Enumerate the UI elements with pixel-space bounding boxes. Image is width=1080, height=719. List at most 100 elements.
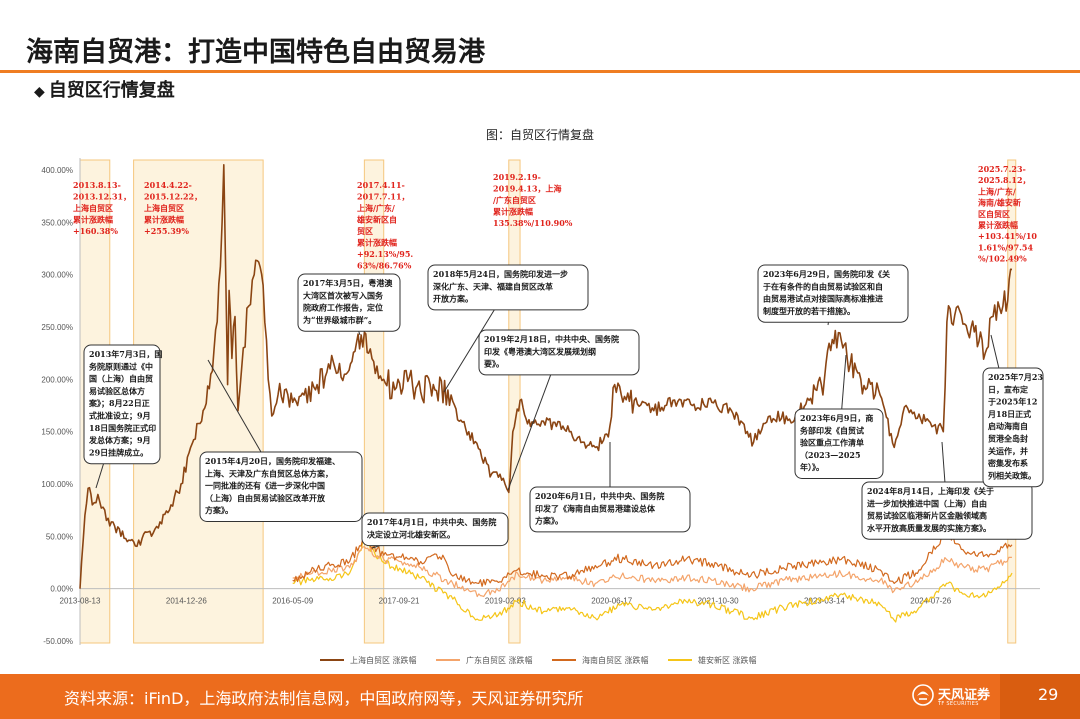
annotation-box <box>83 344 161 465</box>
chart-legend: 上海自贸区 涨跌幅 广东自贸区 涨跌幅 海南自贸区 涨跌幅 雄安新区 涨跌幅 <box>320 655 757 665</box>
y-tick-label: 100.00% <box>41 480 73 489</box>
annotation-text-line: 大湾区首次被写入国务 <box>303 290 384 300</box>
annotation-text-line: 进一步加快推进中国（上海）自由 <box>867 498 987 508</box>
legend-label-guangdong: 广东自贸区 涨跌幅 <box>466 655 533 665</box>
series-line-guangdong <box>292 546 1013 598</box>
period-return-line: 上海/广东/ <box>357 203 395 213</box>
period-return-line: 2019.2.19- <box>493 172 541 182</box>
period-return-line: 2019.4.13，上海 <box>493 184 562 194</box>
period-return-line: 海南/雄安新 <box>978 198 1021 208</box>
chart: -50.00% 0.00% 50.00% 100.00% 150.00% 200.00% 2… <box>41 158 1044 665</box>
annotation-text-line: 上海、天津及广东自贸区总体方案， <box>205 468 333 478</box>
page-number: 29 <box>1038 685 1059 704</box>
annotation-text-line: 于2025年12 <box>988 397 1037 407</box>
annotation-text-line: 一同批准的还有《进一步深化中国 <box>205 481 325 491</box>
y-tick-label: -50.00% <box>43 637 73 646</box>
section-subtitle: ◆ 自贸区行情复盘 <box>34 76 175 102</box>
annotation-box <box>982 367 1044 488</box>
annotation-text-line: 式批准设立；9月 <box>89 411 151 422</box>
period-return-line: 上海自贸区 <box>73 203 113 213</box>
period-return-line: 雄安新区自 <box>356 215 397 225</box>
annotation-box <box>794 408 884 479</box>
title-divider <box>0 70 1080 73</box>
period-return-line: 63%/86.76% <box>357 261 412 271</box>
annotation-text-line: 发总体方案；9月 <box>88 435 151 446</box>
x-tick-label: 2013-08-13 <box>60 597 101 606</box>
annotation-text-line: 18日国务院正式印 <box>89 423 156 433</box>
x-tick-label: 2016-05-09 <box>272 597 313 606</box>
annotation-text-line: 2018年5月24日，国务院印发进一步 <box>433 269 568 279</box>
period-return-line: 上海自贸区 <box>144 203 184 213</box>
y-tick-label: 300.00% <box>41 271 73 280</box>
annotation-text-line: 年）》。 <box>800 462 824 472</box>
legend-label-hainan: 海南自贸区 涨跌幅 <box>582 655 649 665</box>
y-tick-label: 0.00% <box>50 585 73 594</box>
period-return-line: 累计涨跌幅 <box>493 207 533 217</box>
period-return-line: 2025.8.12， <box>978 175 1031 185</box>
footer-bar: 资料来源：iFinD，上海政府法制信息网，中国政府网等，天风证券研究所 天风证券… <box>0 674 1080 719</box>
diamond-bullet-icon: ◆ <box>34 84 45 100</box>
annotation-box <box>529 486 691 533</box>
section-subtitle-text: 自贸区行情复盘 <box>48 80 175 101</box>
annotation-text-line: 务院原则通过《中 <box>89 361 153 371</box>
y-tick-label: 400.00% <box>41 166 73 175</box>
annotation-box <box>361 512 509 547</box>
annotation-text-line: 验区重点工作清单 <box>800 438 864 448</box>
y-tick-label: 150.00% <box>41 428 73 437</box>
annotation-text-line: 29日挂牌成立。 <box>89 447 148 457</box>
period-return-line: 135.38%/110.90% <box>493 218 573 228</box>
annotation-text-line: 启动海南自 <box>988 421 1028 431</box>
annotation-text-line: 2024年8月14日，上海印发《关于 <box>867 486 994 496</box>
x-tick-label: 2020-06-17 <box>591 597 632 606</box>
annotation-text-line: 为“世界级城市群”。 <box>303 315 376 325</box>
period-return-line: 贸区 <box>357 226 373 236</box>
legend-label-shanghai: 上海自贸区 涨跌幅 <box>350 655 417 665</box>
event-annotations: 2013年7月3日，国务院原则通过《中国（上海）自由贸易试验区总体方案》；8月2… <box>83 264 1044 549</box>
period-return-line: 2017.7.11， <box>357 192 410 202</box>
annotation-text-line: 于在有条件的自由贸易试验区和自 <box>763 281 883 291</box>
logo-subtext: TF SECURITIES <box>938 701 979 707</box>
figure-title: 图：自贸区行情复盘 <box>485 128 594 142</box>
annotation-text-line: 日，宣布定 <box>988 384 1028 394</box>
annotation-text-line: 贸港全岛封 <box>988 434 1028 444</box>
annotation-text-line: 水平开放高质量发展的实施方案》。 <box>866 523 991 533</box>
y-tick-label: 200.00% <box>41 375 73 384</box>
period-return-line: 2014.4.22- <box>144 180 192 190</box>
period-return-line: 区自贸区 <box>978 209 1010 219</box>
period-return-line: 1.61%/97.54 <box>978 242 1033 252</box>
period-return-line: 2013.8.13- <box>73 180 121 190</box>
x-tick-label: 2023-03-14 <box>804 597 845 606</box>
y-tick-label: 350.00% <box>41 218 73 227</box>
period-return-labels: 2013.8.13-2013.12.31，上海自贸区累计涨跌幅+160.38%2… <box>73 164 1037 271</box>
annotation-text-line: 开放方案。 <box>433 294 473 304</box>
page-title: 海南自贸港：打造中国特色自由贸易港 <box>26 37 485 68</box>
x-tick-label: 2024-07-26 <box>910 597 951 606</box>
period-return-line: 2013.12.31， <box>73 192 131 202</box>
legend-label-xiongan: 雄安新区 涨跌幅 <box>698 655 757 665</box>
period-return-line: 累计涨跌幅 <box>73 215 113 225</box>
period-return-line: +103.41%/10 <box>978 231 1037 241</box>
annotation-text-line: 2025年7月23 <box>988 372 1043 382</box>
annotation-text-line: 密集发布系 <box>987 458 1028 468</box>
annotation-text-line: 2019年2月18日，中共中央、国务院 <box>484 334 619 344</box>
x-tick-label: 2019-02-03 <box>485 597 526 606</box>
annotation-text-line: 2020年6月1日，中共中央、国务院 <box>535 491 664 501</box>
annotation-text-line: 要》。 <box>484 359 504 369</box>
annotation-text-line: 印发《粤港澳大湾区发展规划纲 <box>484 346 596 356</box>
annotation-text-line: 2013年7月3日，国 <box>89 349 162 359</box>
logo-mark-icon <box>912 684 934 706</box>
annotation-text-line: 案》；8月22日正 <box>88 398 150 409</box>
logo-text: 天风证券 <box>938 688 991 703</box>
annotation-box <box>861 481 1033 540</box>
period-return-line: +160.38% <box>73 226 118 236</box>
period-return-line: 累计涨跌幅 <box>357 238 397 248</box>
period-return-line: 2017.4.11- <box>357 180 405 190</box>
period-return-line: %/102.49% <box>978 254 1027 264</box>
period-return-line: 2025.7.23- <box>978 164 1026 174</box>
x-tick-label: 2014-12-26 <box>166 597 207 606</box>
annotation-box <box>427 264 589 311</box>
period-return-line: 2015.12.22， <box>144 192 202 202</box>
annotation-text-line: 深化广东、天津、福建自贸区改革 <box>433 281 553 291</box>
annotation-text-line: 方案》。 <box>205 505 233 515</box>
period-return-line: 累计涨跌幅 <box>978 220 1018 230</box>
